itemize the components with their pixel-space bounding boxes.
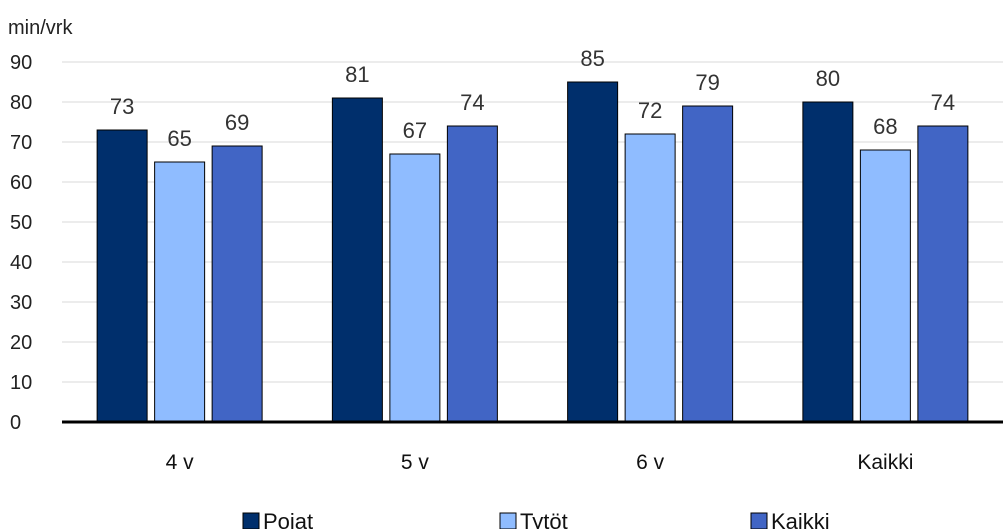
category-labels: 4 v 5 v 6 v Kaikki <box>166 451 914 474</box>
bar <box>389 153 441 423</box>
data-label: 81 <box>345 62 369 87</box>
legend-label: Kaikki <box>771 509 830 529</box>
data-label: 85 <box>580 46 604 71</box>
y-tick-label: 50 <box>10 212 32 234</box>
data-label: 73 <box>110 94 134 119</box>
y-tick-label: 70 <box>10 132 32 154</box>
category-label: 4 v <box>166 451 195 474</box>
bar <box>446 125 498 423</box>
y-tick-label: 0 <box>10 412 21 434</box>
bar <box>331 97 383 423</box>
data-label: 74 <box>931 90 955 115</box>
data-labels: 73 65 69 81 67 74 85 72 79 80 68 74 <box>110 46 955 151</box>
legend-label: Pojat <box>263 509 313 529</box>
bar <box>567 81 619 423</box>
data-label: 80 <box>816 66 840 91</box>
bar <box>211 145 263 423</box>
category-label: 5 v <box>401 451 430 474</box>
y-tick-label: 30 <box>10 292 32 314</box>
y-tick-label: 90 <box>10 52 32 74</box>
bars <box>96 81 969 423</box>
y-axis-label: min/vrk <box>8 17 73 39</box>
legend-swatch <box>499 512 517 529</box>
bar <box>917 125 969 423</box>
legend: Pojat Tytöt Kaikki <box>242 509 830 529</box>
y-ticks: 0 10 20 30 40 50 60 70 80 90 <box>10 52 32 434</box>
data-label: 74 <box>460 90 484 115</box>
y-tick-label: 80 <box>10 92 32 114</box>
y-tick-label: 20 <box>10 332 32 354</box>
data-label: 67 <box>403 118 427 143</box>
category-label: 6 v <box>636 451 665 474</box>
data-label: 79 <box>695 70 719 95</box>
bar <box>802 101 854 423</box>
data-label: 65 <box>167 126 191 151</box>
bar <box>624 133 676 423</box>
legend-label: Tytöt <box>520 509 568 529</box>
y-tick-label: 10 <box>10 372 32 394</box>
y-tick-label: 40 <box>10 252 32 274</box>
bar <box>859 149 911 423</box>
legend-swatch <box>242 512 260 529</box>
data-label: 69 <box>225 110 249 135</box>
bar <box>96 129 148 423</box>
data-label: 72 <box>638 98 662 123</box>
y-tick-label: 60 <box>10 172 32 194</box>
legend-swatch <box>750 512 768 529</box>
data-label: 68 <box>873 114 897 139</box>
bar <box>154 161 206 423</box>
category-label: Kaikki <box>857 451 913 474</box>
bar <box>682 105 734 423</box>
